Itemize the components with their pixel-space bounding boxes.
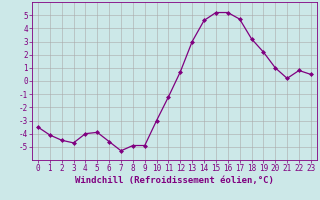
X-axis label: Windchill (Refroidissement éolien,°C): Windchill (Refroidissement éolien,°C)	[75, 176, 274, 185]
